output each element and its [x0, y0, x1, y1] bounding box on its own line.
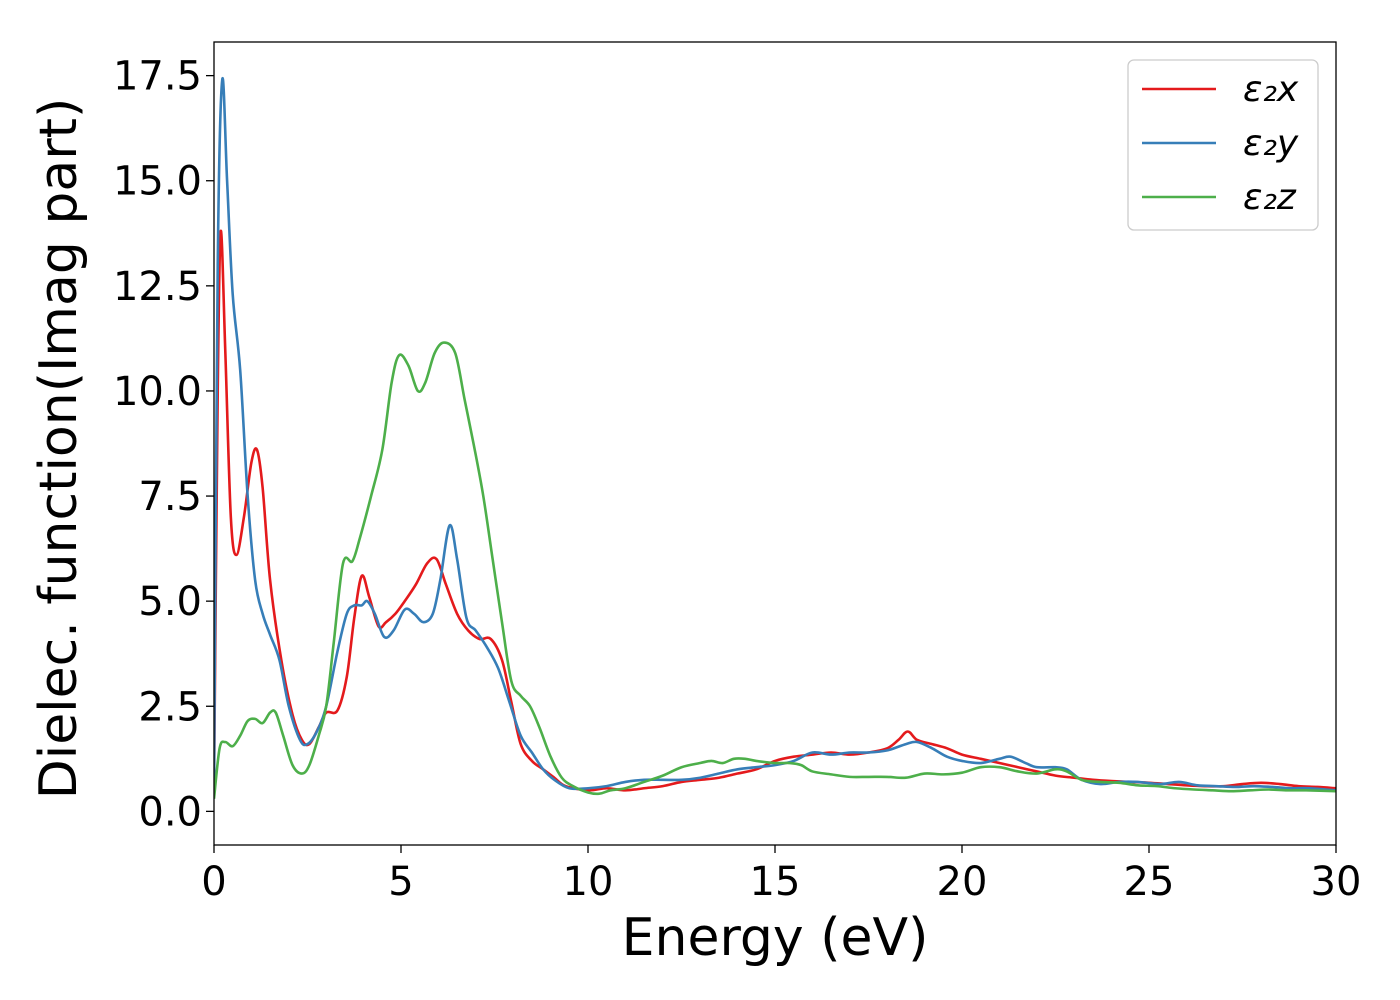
y-tick-label: 0.0 [138, 789, 202, 835]
x-tick-label: 20 [937, 859, 988, 905]
x-axis-ticks: 0 5 10 15 20 25 30 [201, 845, 1361, 905]
y-tick-label: 15.0 [113, 159, 202, 205]
y-tick-label: 5.0 [138, 579, 202, 625]
legend-label: ε₂z [1243, 177, 1297, 218]
x-tick-label: 30 [1311, 859, 1362, 905]
y-tick-label: 10.0 [113, 369, 202, 415]
y-tick-label: 17.5 [113, 54, 202, 100]
x-tick-label: 15 [750, 859, 801, 905]
series-line-e2x [214, 229, 1336, 792]
legend-label: ε₂x [1243, 69, 1299, 110]
x-tick-label: 10 [563, 859, 614, 905]
x-tick-label: 0 [201, 859, 226, 905]
y-axis-title: Dielec. function(Imag part) [29, 98, 89, 800]
x-tick-label: 5 [388, 859, 413, 905]
y-tick-label: 2.5 [138, 684, 202, 730]
legend-box [1127, 59, 1319, 231]
series-layer [214, 76, 1336, 799]
legend-label: ε₂y [1243, 123, 1299, 164]
x-tick-label: 25 [1124, 859, 1175, 905]
series-line-e2y [214, 76, 1336, 792]
x-axis-title: Energy (eV) [622, 908, 929, 968]
y-axis-ticks: 0.0 2.5 5.0 7.5 10.0 12.5 15.0 17.5 [113, 54, 214, 835]
legend: ε₂x ε₂y ε₂z [1127, 59, 1319, 231]
series-line-e2z [214, 341, 1336, 799]
y-tick-label: 12.5 [113, 264, 202, 310]
y-tick-label: 7.5 [138, 474, 202, 520]
